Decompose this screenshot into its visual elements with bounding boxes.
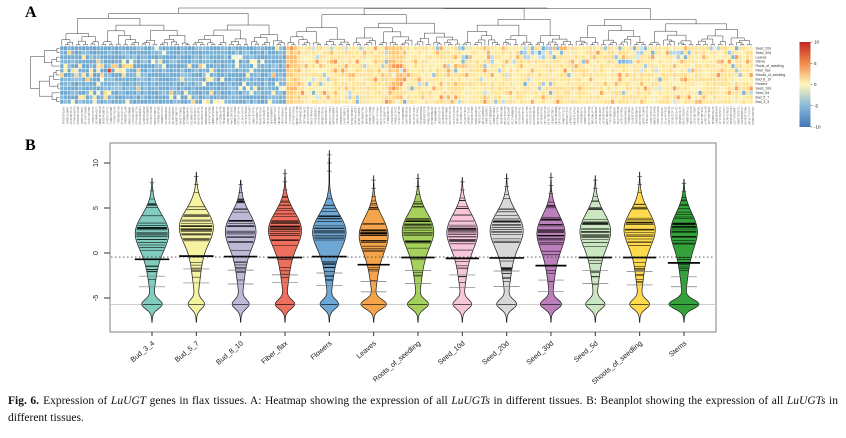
caption-segment: LuUGT	[110, 395, 147, 407]
caption-tag: Fig. 6.	[8, 395, 40, 407]
x-tick-label: Seed_10d	[436, 339, 467, 367]
figure-caption: Fig. 6. Expression of LuUGT genes in flax…	[8, 393, 838, 426]
x-tick-label: Seed_20d	[480, 339, 511, 367]
violin-Flowers	[312, 150, 347, 323]
heatmap-row-label: Flowers	[756, 82, 768, 86]
violin-body	[489, 173, 524, 323]
caption-segment: in different tissues.	[8, 395, 838, 424]
y-tick-label: -5	[93, 295, 100, 301]
heatmap-row-label: Stems	[756, 60, 766, 64]
heatmap-row-label: Roots_of_seedling	[756, 64, 784, 68]
y-tick-label: 5	[93, 206, 100, 210]
beanplot-svg: 10 5 0 -5 Bud_3_4 Bud_5_7 Bud_8_10 Fiber_flax Fl…	[93, 142, 717, 386]
heatmap-row-label: Seed_20d	[756, 46, 772, 50]
violin-Bud_8_10	[223, 179, 258, 323]
panel-a-heatmap: Seed_20d Seed_30d Leaves Stems Roots_of_seed…	[0, 0, 846, 140]
x-tick-label: Roots_of_seedling	[371, 339, 422, 384]
y-tick-label: 0	[93, 251, 100, 255]
violin-Bud_5_7	[178, 171, 214, 323]
caption-segment: genes in flax tissues. A: Heatmap showin…	[146, 395, 452, 407]
heatmap-overlay: Seed_20dSeed_30dLeavesStemsRoots_of_seed…	[756, 40, 822, 130]
violin-Shoots_of_seedling	[622, 171, 657, 323]
violin-Seed_30d	[535, 172, 567, 323]
heatmap-row-label: Seed_10d	[756, 87, 772, 91]
x-tick-label: Leaves	[354, 338, 378, 360]
violin-body	[312, 150, 347, 323]
violin-Stems	[667, 178, 701, 323]
colorbar-tick-label: 10	[814, 40, 820, 45]
colorbar-tick-label: -10	[814, 125, 821, 130]
violin-body	[536, 172, 566, 323]
heatmap-row-label: Seed_5d	[756, 91, 770, 95]
caption-segment: LuUGTs	[451, 395, 490, 407]
heatmap-canvas	[0, 0, 846, 140]
x-tick-label: Bud_8_10	[214, 339, 245, 367]
heatmap-row-label: Bud_3_4	[756, 100, 770, 104]
colorbar-tick-label: 5	[814, 61, 817, 66]
panel-b-beanplot: 10 5 0 -5 Bud_3_4 Bud_5_7 Bud_8_10 Fiber_flax Fl…	[0, 140, 846, 392]
colorbar-tick-label: -5	[814, 103, 818, 108]
heatmap-row-label: Seed_30d	[756, 51, 772, 55]
x-tick-label: Stems	[667, 338, 689, 358]
x-tick-label: Bud_3_4	[128, 339, 156, 364]
caption-segment: Expression of	[43, 395, 111, 407]
violin-body	[579, 175, 612, 323]
panel-b-label: B	[25, 137, 36, 154]
heatmap-row-label: Bud_5_7	[756, 95, 770, 99]
heatmap-row-label: Shoots_of_seedling	[756, 73, 786, 77]
x-tick-label: Bud_5_7	[173, 339, 201, 364]
y-tick-label: 10	[93, 159, 100, 167]
violin-Seed_10d	[445, 177, 479, 323]
violin-body	[623, 171, 656, 323]
x-tick-label: Flowers	[309, 338, 334, 361]
caption-body: Expression of LuUGT genes in flax tissue…	[8, 395, 838, 424]
violin-Seed_20d	[489, 173, 524, 323]
x-tick-label: Seed_30d	[524, 339, 555, 367]
violin-body	[268, 168, 302, 323]
plot-box	[109, 142, 717, 333]
violin-Roots_of_seedling	[401, 173, 435, 323]
colorbar-tick-label: 0	[814, 82, 817, 87]
x-tick-label: Fiber_flax	[259, 338, 289, 365]
x-tick-label: Seed_5d	[572, 339, 600, 364]
heatmap-row-label: Leaves	[756, 55, 767, 59]
panel-a-label: A	[25, 4, 37, 21]
violin-body	[178, 171, 214, 323]
heatmap-colorbar	[799, 42, 811, 127]
violin-body	[224, 179, 257, 323]
violin-Fiber_flax	[267, 168, 303, 323]
heatmap-row-label: Fiber_flax	[756, 69, 771, 73]
caption-segment: in different tissues. B: Beanplot showin…	[489, 395, 787, 407]
caption-segment: LuUGTs	[786, 395, 826, 407]
violin-Seed_5d	[578, 175, 612, 323]
violin-body	[668, 178, 700, 323]
violin-Leaves	[357, 175, 390, 323]
violin-Bud_3_4	[134, 177, 170, 323]
violin-body	[358, 175, 389, 323]
heatmap-row-label: Bud_8_10	[756, 78, 772, 82]
